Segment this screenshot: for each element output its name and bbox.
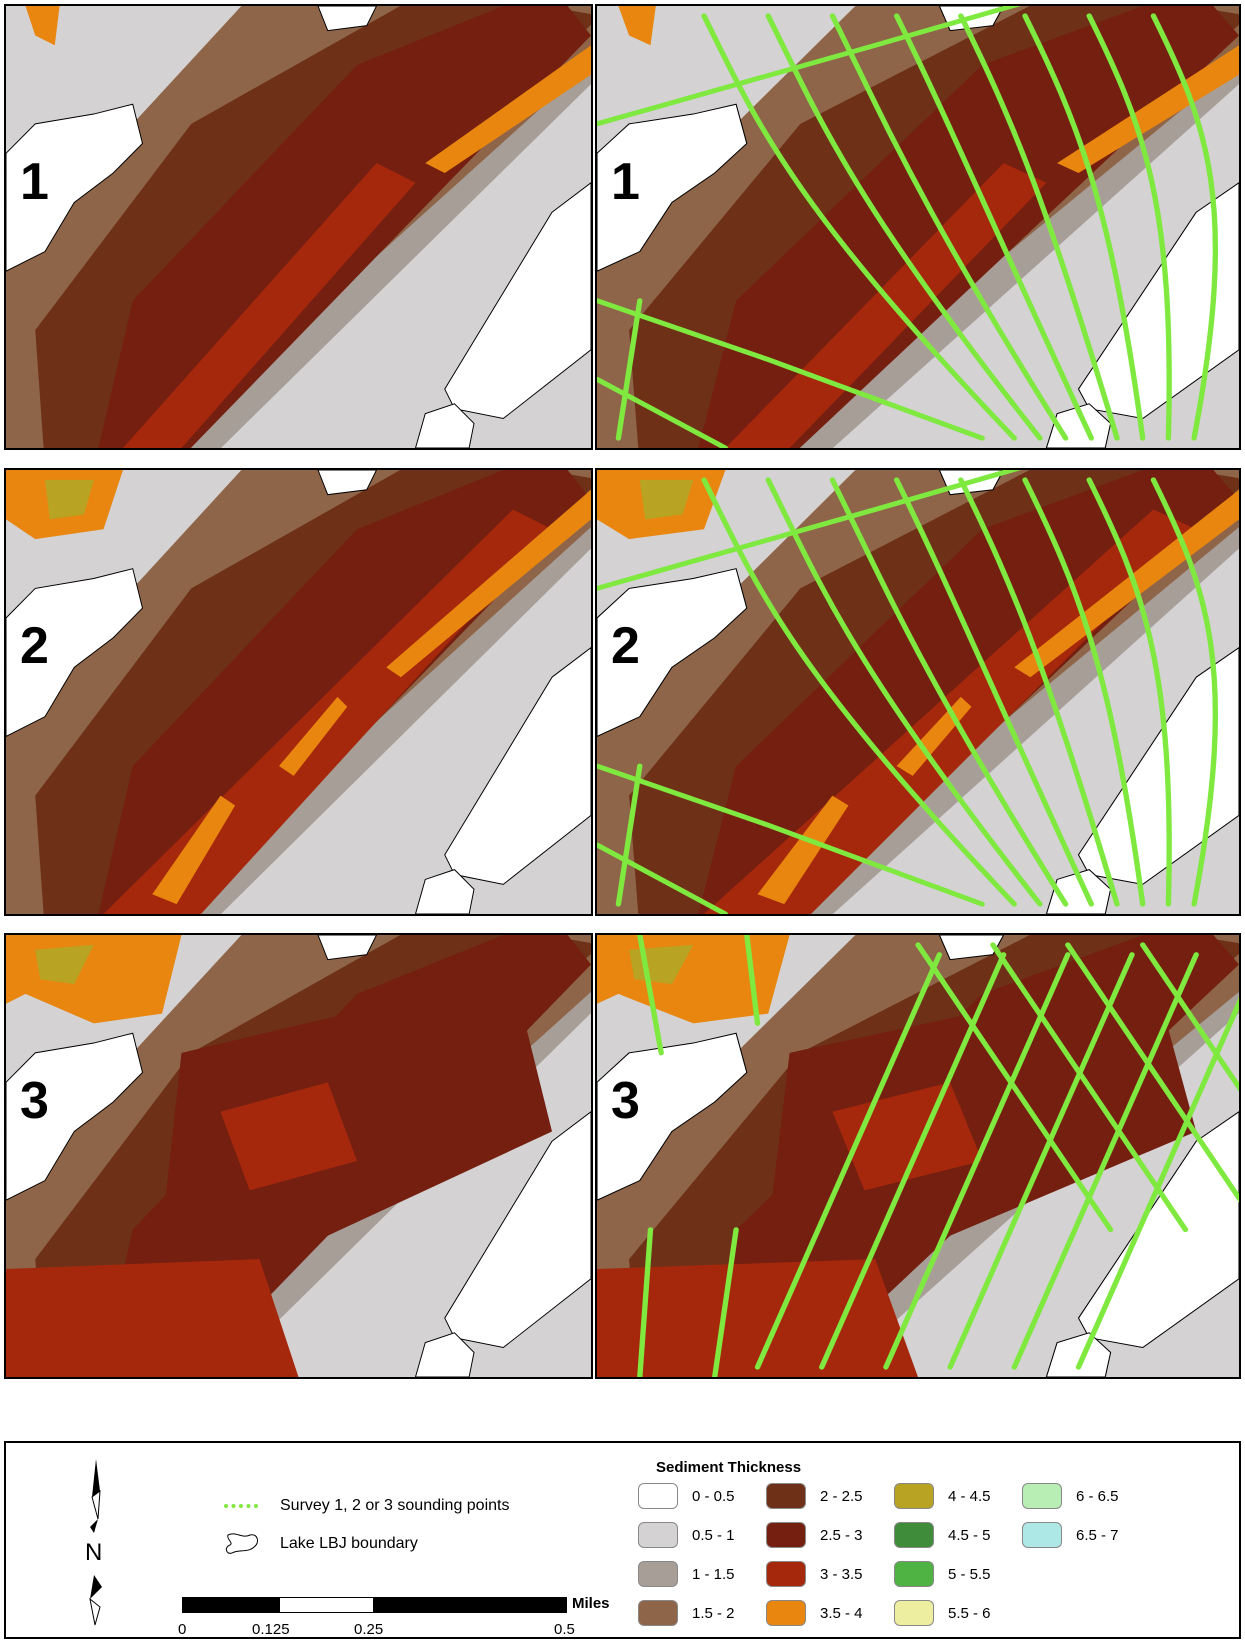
legend-class-label: 2.5 - 3 xyxy=(820,1526,863,1544)
legend-swatch xyxy=(766,1600,806,1626)
legend-class: 0.5 - 1 xyxy=(638,1522,735,1548)
legend-class: 0 - 0.5 xyxy=(638,1483,735,1509)
map-panel-1: 1 xyxy=(4,4,593,450)
scale-tick-05: 0.5 xyxy=(554,1621,575,1638)
north-arrow-icon xyxy=(89,1459,102,1626)
legend-class-label: 5 - 5.5 xyxy=(948,1565,991,1583)
legend-class: 1 - 1.5 xyxy=(638,1561,735,1587)
scale-tick-025: 0.25 xyxy=(354,1621,384,1638)
legend-class-label: 0.5 - 1 xyxy=(692,1526,735,1544)
sediment-map xyxy=(597,6,1239,448)
legend-swatch xyxy=(766,1522,806,1548)
scale-bar xyxy=(182,1597,567,1613)
sediment-map xyxy=(597,935,1239,1377)
panel-number: 2 xyxy=(611,617,640,675)
legend-class-label: 6 - 6.5 xyxy=(1076,1487,1119,1505)
legend-class-label: 6.5 - 7 xyxy=(1076,1526,1119,1544)
boundary-key-label: Lake LBJ boundary xyxy=(280,1535,418,1552)
legend-swatch xyxy=(638,1600,678,1626)
survey-key-label: Survey 1, 2 or 3 sounding points xyxy=(280,1497,510,1514)
legend-swatch xyxy=(766,1483,806,1509)
survey-key: Survey 1, 2 or 3 sounding points xyxy=(224,1497,509,1515)
scale-tick-0125: 0.125 xyxy=(252,1621,290,1638)
sediment-map xyxy=(6,6,591,448)
legend: N Survey 1, 2 or 3 sounding points Lake … xyxy=(4,1441,1241,1639)
map-panel-2: 1 xyxy=(595,4,1241,450)
legend-class: 4.5 - 5 xyxy=(894,1522,991,1548)
sediment-map xyxy=(6,935,591,1377)
legend-class: 1.5 - 2 xyxy=(638,1600,735,1626)
legend-class: 6 - 6.5 xyxy=(1022,1483,1119,1509)
legend-class-label: 2 - 2.5 xyxy=(820,1487,863,1505)
legend-class-label: 4 - 4.5 xyxy=(948,1487,991,1505)
panel-number: 2 xyxy=(20,617,49,675)
legend-class: 2.5 - 3 xyxy=(766,1522,863,1548)
legend-class-label: 3.5 - 4 xyxy=(820,1604,863,1622)
legend-class: 5 - 5.5 xyxy=(894,1561,991,1587)
legend-class-label: 1 - 1.5 xyxy=(692,1565,735,1583)
legend-swatch xyxy=(894,1561,934,1587)
legend-swatch xyxy=(894,1483,934,1509)
legend-class-label: 0 - 0.5 xyxy=(692,1487,735,1505)
map-panel-4: 2 xyxy=(595,468,1241,916)
legend-class: 5.5 - 6 xyxy=(894,1600,991,1626)
legend-class: 6.5 - 7 xyxy=(1022,1522,1119,1548)
legend-class: 3 - 3.5 xyxy=(766,1561,863,1587)
map-panel-5: 3 xyxy=(4,933,593,1379)
scale-tick-0: 0 xyxy=(178,1621,187,1638)
legend-swatch xyxy=(766,1561,806,1587)
panel-number: 1 xyxy=(20,153,49,211)
legend-class-label: 1.5 - 2 xyxy=(692,1604,735,1622)
legend-swatch xyxy=(1022,1483,1062,1509)
north-label: N xyxy=(85,1539,103,1566)
panel-number: 3 xyxy=(20,1072,49,1130)
legend-swatch xyxy=(894,1600,934,1626)
legend-class: 4 - 4.5 xyxy=(894,1483,991,1509)
boundary-key: Lake LBJ boundary xyxy=(224,1531,418,1557)
legend-swatch xyxy=(638,1522,678,1548)
map-panel-6: 3 xyxy=(595,933,1241,1379)
boundary-shape-icon xyxy=(225,1533,258,1554)
legend-swatch xyxy=(638,1561,678,1587)
survey-lines xyxy=(597,470,1219,914)
survey-lines xyxy=(597,6,1219,448)
scale-unit: Miles xyxy=(572,1595,610,1612)
legend-swatch xyxy=(894,1522,934,1548)
legend-class: 3.5 - 4 xyxy=(766,1600,863,1626)
legend-class-label: 3 - 3.5 xyxy=(820,1565,863,1583)
sediment-map xyxy=(6,470,591,914)
panel-number: 3 xyxy=(611,1072,640,1130)
legend-swatch xyxy=(638,1483,678,1509)
legend-class-label: 5.5 - 6 xyxy=(948,1604,991,1622)
legend-class-label: 4.5 - 5 xyxy=(948,1526,991,1544)
sediment-map xyxy=(597,470,1239,914)
survey-lines xyxy=(637,935,1239,1377)
map-panel-3: 2 xyxy=(4,468,593,916)
legend-class: 2 - 2.5 xyxy=(766,1483,863,1509)
survey-dots-icon xyxy=(224,1504,258,1508)
legend-title: Sediment Thickness xyxy=(656,1459,802,1476)
panel-number: 1 xyxy=(611,153,640,211)
legend-swatch xyxy=(1022,1522,1062,1548)
